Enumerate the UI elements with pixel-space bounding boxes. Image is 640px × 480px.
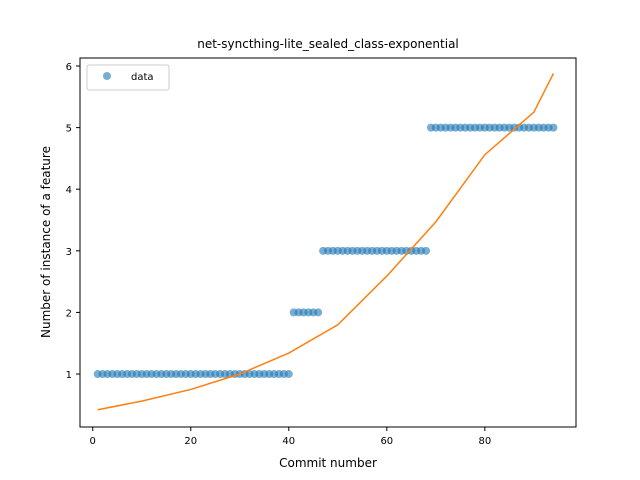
chart-title: net-syncthing-lite_sealed_class-exponent… bbox=[197, 37, 459, 51]
x-tick-label: 0 bbox=[90, 436, 96, 447]
data-points bbox=[93, 123, 558, 379]
x-tick-label: 20 bbox=[184, 436, 197, 447]
y-axis-title: Number of instance of a feature bbox=[39, 146, 53, 338]
legend-marker bbox=[103, 72, 111, 80]
data-point bbox=[284, 370, 293, 379]
legend-label: data bbox=[131, 72, 154, 83]
x-tick-label: 40 bbox=[282, 436, 295, 447]
x-axis-title: Commit number bbox=[279, 456, 377, 470]
y-tick-label: 3 bbox=[66, 247, 72, 258]
legend: data bbox=[86, 64, 170, 91]
legend-box bbox=[86, 64, 170, 91]
x-axis: 0 20 40 60 80 bbox=[90, 427, 491, 447]
data-point bbox=[549, 123, 558, 132]
y-axis: 1 2 3 4 5 6 bbox=[66, 62, 80, 381]
x-tick-label: 80 bbox=[478, 436, 491, 447]
y-tick-label: 5 bbox=[66, 124, 72, 135]
data-point bbox=[422, 246, 431, 255]
plot-area bbox=[79, 57, 577, 428]
y-tick-label: 6 bbox=[66, 62, 72, 73]
y-tick-label: 4 bbox=[66, 185, 72, 196]
fit-curve bbox=[97, 73, 555, 411]
y-tick-label: 2 bbox=[66, 308, 72, 319]
data-point bbox=[314, 308, 323, 317]
y-tick-label: 1 bbox=[66, 370, 72, 381]
x-tick-label: 60 bbox=[380, 436, 393, 447]
